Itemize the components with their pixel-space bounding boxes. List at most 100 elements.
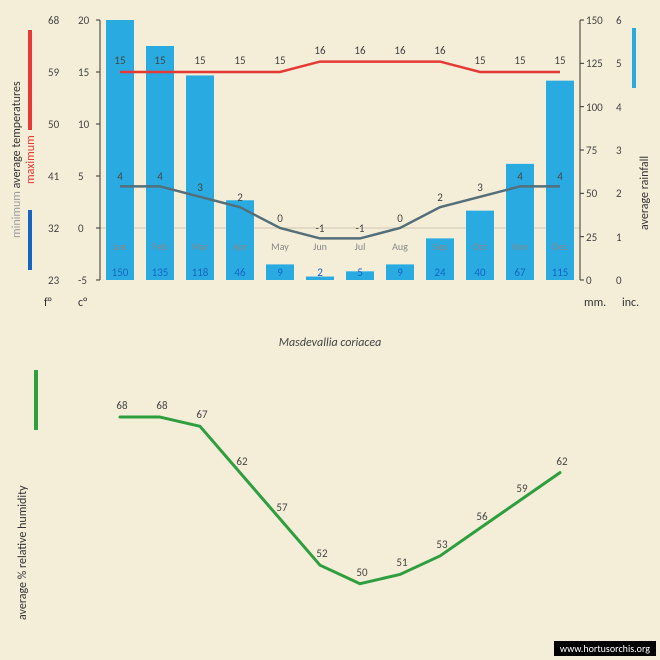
month-label: May bbox=[266, 240, 294, 253]
max-temp-value: 16 bbox=[386, 44, 414, 57]
month-label: Jun bbox=[306, 240, 334, 253]
min-temp-value: 2 bbox=[426, 191, 454, 204]
min-temp-value: 0 bbox=[266, 212, 294, 225]
month-label: Mar bbox=[186, 240, 214, 253]
c-tick: 0 bbox=[78, 222, 84, 235]
humidity-value: 68 bbox=[108, 399, 136, 412]
inc-tick: 0 bbox=[616, 274, 622, 287]
rainfall-value: 150 bbox=[106, 266, 134, 279]
rainfall-value: 9 bbox=[386, 266, 414, 279]
max-temp-value: 16 bbox=[346, 44, 374, 57]
max-temp-value: 15 bbox=[146, 54, 174, 67]
rainfall-value: 40 bbox=[466, 266, 494, 279]
min-temp-value: 2 bbox=[226, 191, 254, 204]
max-temp-value: 16 bbox=[306, 44, 334, 57]
max-temp-value: 15 bbox=[506, 54, 534, 67]
rainfall-value: 9 bbox=[266, 266, 294, 279]
humidity-value: 68 bbox=[148, 399, 176, 412]
month-label: Sep bbox=[426, 240, 454, 253]
mm-tick: 75 bbox=[586, 144, 597, 157]
month-label: Aug bbox=[386, 240, 414, 253]
c-tick: -5 bbox=[78, 274, 87, 287]
humidity-value: 67 bbox=[188, 408, 216, 421]
mm-tick: 0 bbox=[586, 274, 592, 287]
min-temp-value: 4 bbox=[546, 170, 574, 183]
c-tick: 5 bbox=[78, 170, 84, 183]
rainfall-value: 135 bbox=[146, 266, 174, 279]
inc-tick: 2 bbox=[616, 187, 622, 200]
f-tick: 50 bbox=[48, 118, 59, 131]
max-temp-value: 15 bbox=[106, 54, 134, 67]
rainfall-value: 2 bbox=[306, 266, 334, 279]
f-tick: 32 bbox=[48, 222, 59, 235]
humidity-value: 57 bbox=[268, 501, 296, 514]
mm-tick: 25 bbox=[586, 231, 597, 244]
unit-c: c° bbox=[78, 296, 87, 310]
f-tick: 23 bbox=[48, 274, 59, 287]
humidity-chart bbox=[100, 380, 580, 630]
min-temp-value: -1 bbox=[306, 222, 334, 235]
rainfall-value: 67 bbox=[506, 266, 534, 279]
month-label: Jan bbox=[106, 240, 134, 253]
humidity-indicator-bar bbox=[34, 370, 38, 430]
rain-indicator-bar bbox=[632, 28, 636, 88]
rainfall-axis-label: average rainfall bbox=[638, 110, 652, 230]
max-indicator-bar bbox=[28, 30, 32, 130]
inc-tick: 5 bbox=[616, 57, 622, 70]
unit-mm: mm. bbox=[584, 296, 606, 310]
f-tick: 68 bbox=[48, 14, 59, 27]
max-temp-value: 15 bbox=[226, 54, 254, 67]
min-temp-value: -1 bbox=[346, 222, 374, 235]
min-indicator-bar bbox=[28, 210, 32, 270]
rainfall-value: 115 bbox=[546, 266, 574, 279]
mm-tick: 125 bbox=[586, 57, 603, 70]
month-label: Nov bbox=[506, 240, 534, 253]
min-temp-value: 3 bbox=[466, 181, 494, 194]
min-temp-value: 3 bbox=[186, 181, 214, 194]
min-temp-value: 0 bbox=[386, 212, 414, 225]
max-temp-value: 15 bbox=[466, 54, 494, 67]
f-tick: 59 bbox=[48, 66, 59, 79]
month-label: Dec bbox=[546, 240, 574, 253]
humidity-value: 62 bbox=[548, 455, 576, 468]
unit-f: f° bbox=[44, 296, 52, 310]
c-tick: 20 bbox=[78, 14, 89, 27]
inc-tick: 3 bbox=[616, 144, 622, 157]
inc-tick: 4 bbox=[616, 101, 622, 114]
source-watermark: www.hortusorchis.org bbox=[554, 641, 656, 656]
month-label: Oct bbox=[466, 240, 494, 253]
max-temp-value: 15 bbox=[266, 54, 294, 67]
month-label: Apr bbox=[226, 240, 254, 253]
month-label: Feb bbox=[146, 240, 174, 253]
species-title: Masdevallia coriacea bbox=[0, 336, 660, 350]
humidity-value: 50 bbox=[348, 566, 376, 579]
inc-tick: 1 bbox=[616, 231, 622, 244]
humidity-value: 62 bbox=[228, 455, 256, 468]
humidity-value: 53 bbox=[428, 538, 456, 551]
mm-tick: 150 bbox=[586, 14, 603, 27]
humidity-value: 59 bbox=[508, 482, 536, 495]
humidity-value: 52 bbox=[308, 547, 336, 560]
month-label: Jul bbox=[346, 240, 374, 253]
f-tick: 41 bbox=[48, 170, 59, 183]
max-temp-value: 15 bbox=[546, 54, 574, 67]
min-temp-value: 4 bbox=[106, 170, 134, 183]
min-temp-value: 4 bbox=[506, 170, 534, 183]
humidity-value: 56 bbox=[468, 510, 496, 523]
rainfall-value: 5 bbox=[346, 266, 374, 279]
mm-tick: 100 bbox=[586, 101, 603, 114]
rainfall-value: 46 bbox=[226, 266, 254, 279]
rainfall-value: 118 bbox=[186, 266, 214, 279]
min-temp-value: 4 bbox=[146, 170, 174, 183]
inc-tick: 6 bbox=[616, 14, 622, 27]
temp-axis-label: minimum average temperatures maximum bbox=[10, 60, 38, 260]
rainfall-value: 24 bbox=[426, 266, 454, 279]
humidity-axis-label: average % relative humidity bbox=[16, 420, 30, 620]
max-temp-value: 16 bbox=[426, 44, 454, 57]
max-temp-value: 15 bbox=[186, 54, 214, 67]
humidity-value: 51 bbox=[388, 556, 416, 569]
c-tick: 10 bbox=[78, 118, 89, 131]
mm-tick: 50 bbox=[586, 187, 597, 200]
c-tick: 15 bbox=[78, 66, 89, 79]
unit-inc: inc. bbox=[622, 296, 639, 310]
